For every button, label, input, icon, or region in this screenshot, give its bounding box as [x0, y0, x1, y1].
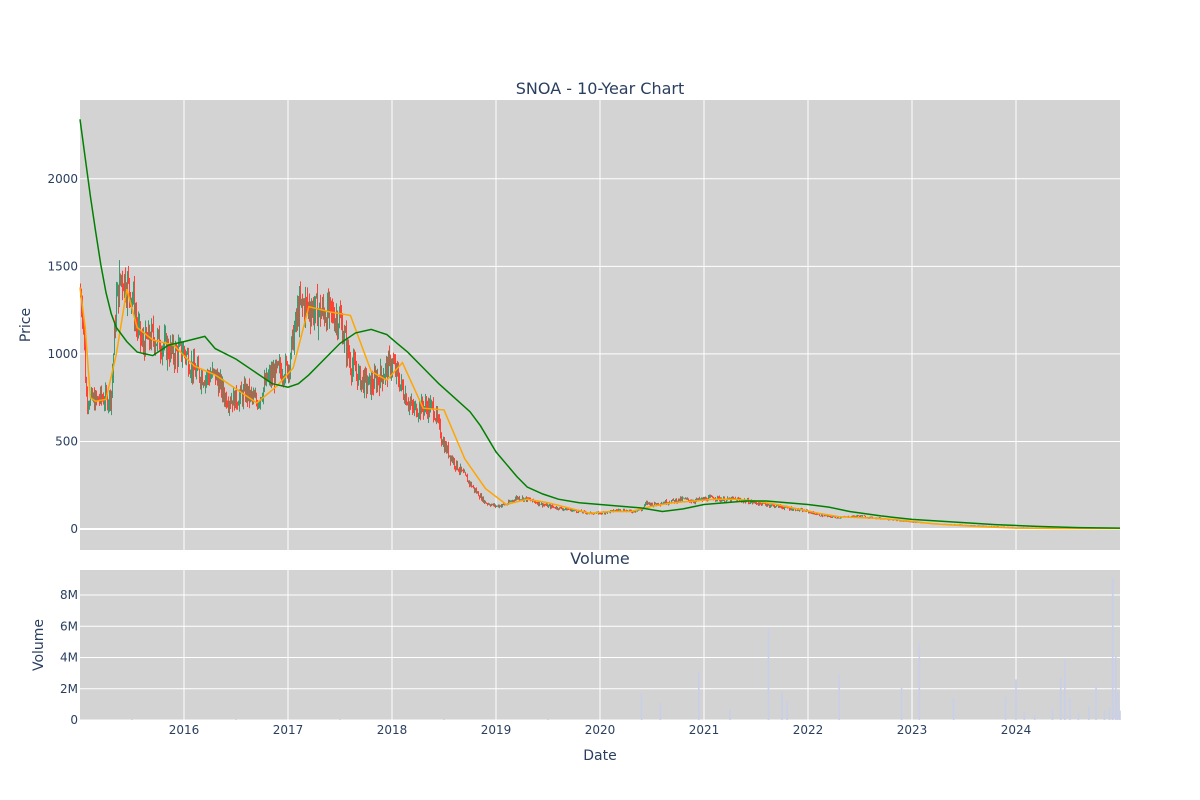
volume-bar [1059, 677, 1062, 720]
volume-bar [838, 674, 840, 720]
x-tick-label: 2024 [1001, 723, 1032, 737]
volume-bar [900, 687, 903, 720]
volume-bar [1023, 712, 1026, 720]
volume-bar [1004, 696, 1007, 720]
volume-bar [640, 693, 643, 720]
volume-bar [729, 709, 731, 720]
x-tick-label: 2023 [897, 723, 928, 737]
volume-y-axis-title: Volume [31, 619, 47, 671]
volume-bar [1117, 691, 1119, 720]
x-axis-title: Date [583, 748, 616, 764]
price-y-tick-label: 500 [55, 434, 78, 448]
volume-bar [786, 701, 788, 720]
volume-bar [1064, 659, 1066, 720]
volume-bar [1108, 707, 1111, 720]
volume-bars [131, 577, 1121, 720]
volume-bar [443, 718, 445, 720]
volume-bar [698, 673, 700, 720]
volume-bar [952, 698, 955, 720]
price-y-tick-label: 2000 [47, 172, 78, 186]
volume-bar [1103, 710, 1106, 720]
volume-bar [547, 718, 549, 720]
price-moving-averages [79, 119, 1121, 530]
volume-bar [1115, 655, 1117, 720]
price-candles [80, 260, 1120, 529]
volume-bar [1119, 710, 1121, 720]
price-gridlines [80, 100, 1120, 550]
volume-bar [235, 719, 237, 720]
volume-bar [1095, 685, 1097, 720]
x-tick-label: 2021 [689, 723, 720, 737]
long-moving-average-line [79, 119, 1121, 529]
price-panel: 0 500 1000 1500 2000 SNOA - 10-Year Chart Pr… [18, 79, 1121, 550]
x-tick-label: 2016 [169, 723, 200, 737]
volume-bar [918, 643, 921, 720]
volume-bar [659, 702, 662, 720]
volume-y-ticks: 0 2M 4M 6M 8M [60, 588, 78, 727]
x-tick-label: 2017 [273, 723, 304, 737]
volume-y-tick-label: 8M [60, 588, 78, 602]
volume-bar [131, 719, 133, 720]
volume-bar [1051, 709, 1054, 720]
price-y-tick-label: 0 [70, 522, 78, 536]
price-y-tick-label: 1000 [47, 347, 78, 361]
volume-y-tick-label: 4M [60, 651, 78, 665]
short-moving-average-line [79, 287, 1120, 530]
volume-bar [1033, 715, 1036, 720]
volume-bar [339, 719, 341, 720]
volume-y-tick-label: 0 [70, 713, 78, 727]
volume-gridlines [80, 570, 1120, 721]
x-tick-label: 2019 [481, 723, 512, 737]
price-y-ticks: 0 500 1000 1500 2000 [47, 172, 78, 536]
volume-y-tick-label: 6M [60, 619, 78, 633]
volume-y-tick-label: 2M [60, 682, 78, 696]
volume-bar [767, 627, 770, 720]
volume-bar [1077, 713, 1080, 720]
volume-bar [1015, 679, 1017, 720]
x-tick-label: 2018 [377, 723, 408, 737]
volume-chart-title: Volume [570, 549, 630, 568]
price-y-axis-title: Price [18, 308, 34, 342]
volume-x-ticks: 2016 2017 2018 2019 2020 2021 2022 2023 2024 [169, 723, 1032, 737]
price-y-tick-label: 1500 [47, 259, 78, 273]
volume-bar [1111, 577, 1114, 720]
x-tick-label: 2022 [793, 723, 824, 737]
price-chart-title: SNOA - 10-Year Chart [516, 79, 685, 98]
volume-bar [781, 691, 783, 720]
x-tick-label: 2020 [585, 723, 616, 737]
volume-bar [1069, 698, 1071, 720]
volume-bar [1088, 705, 1090, 720]
